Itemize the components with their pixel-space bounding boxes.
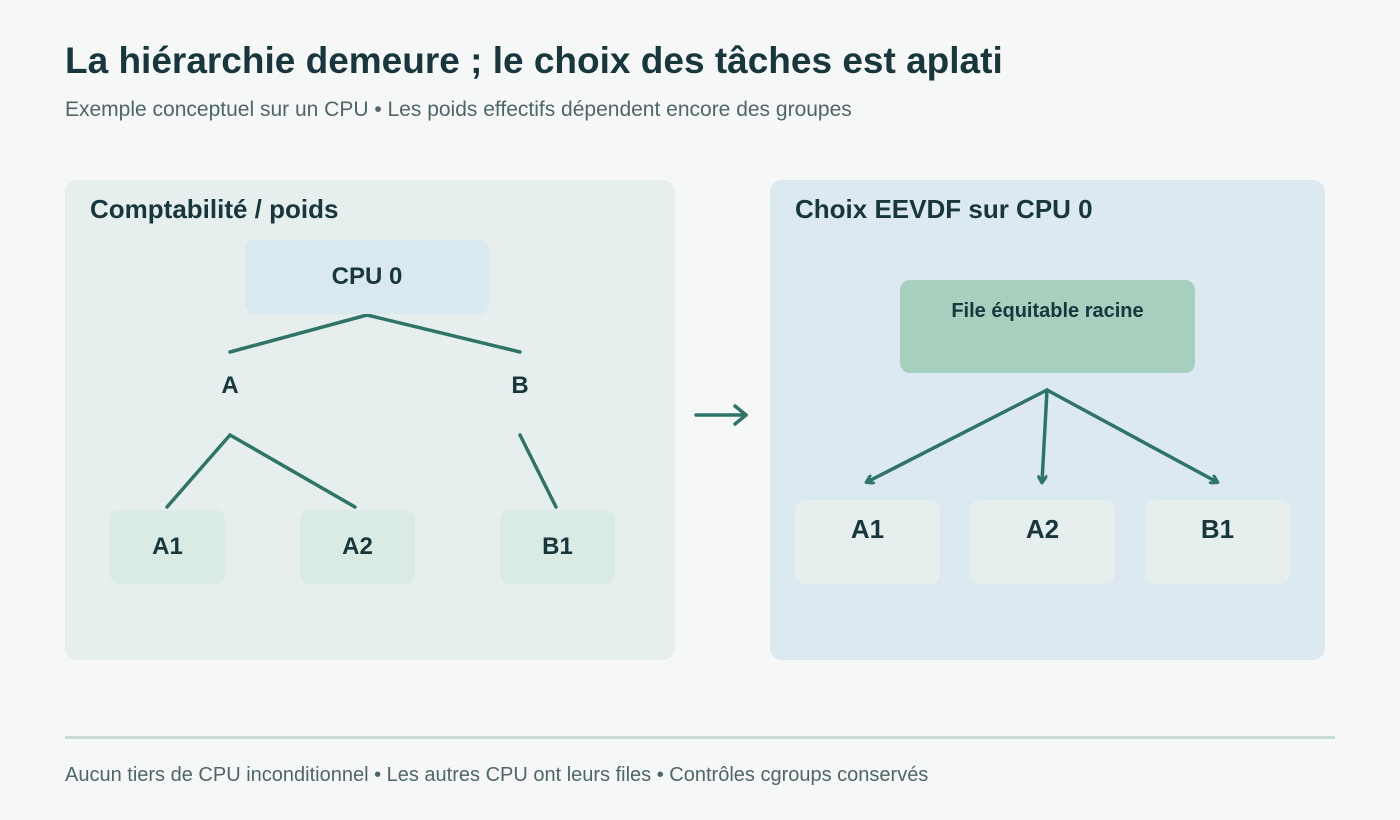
group-node-b: B <box>511 372 529 399</box>
accounting-panel-title: Comptabilité / poids <box>90 194 339 224</box>
edge-cpu-to-a <box>228 313 369 354</box>
group-node-a: A <box>221 372 239 399</box>
root-runqueue-node: File équitable racine <box>900 280 1195 373</box>
footer-divider <box>65 736 1335 739</box>
right-arrow-icon <box>694 404 748 426</box>
arrow-to-a1 <box>867 388 1049 482</box>
task-node-a2: A2 <box>300 510 415 584</box>
accounting-panel: Comptabilité / poids CPU 0 A B A1 A2 B1 <box>65 180 675 660</box>
edge-cpu-to-b <box>365 313 522 354</box>
arrow-to-a2 <box>1042 388 1049 482</box>
eevdf-panel: Choix EEVDF sur CPU 0 File équitable rac… <box>770 180 1325 660</box>
eevdf-task-b1: B1 <box>1145 500 1290 584</box>
edge-b-to-b1 <box>518 433 558 509</box>
edge-a-to-a2 <box>228 433 357 509</box>
page-title: La hiérarchie demeure ; le choix des tâc… <box>65 40 1003 81</box>
task-node-b1: B1 <box>500 510 615 584</box>
runqueue-arrows <box>770 388 1325 660</box>
footer-note: Aucun tiers de CPU inconditionnel • Les … <box>65 764 929 786</box>
task-node-a1: A1 <box>110 510 225 584</box>
page-subtitle: Exemple conceptuel sur un CPU • Les poid… <box>65 98 852 121</box>
arrow-to-b1 <box>1045 388 1217 482</box>
eevdf-task-a2: A2 <box>970 500 1115 584</box>
eevdf-task-a1: A1 <box>795 500 940 584</box>
eevdf-panel-title: Choix EEVDF sur CPU 0 <box>795 194 1093 224</box>
cpu-node: CPU 0 <box>245 240 489 314</box>
edge-a-to-a1 <box>165 433 232 509</box>
